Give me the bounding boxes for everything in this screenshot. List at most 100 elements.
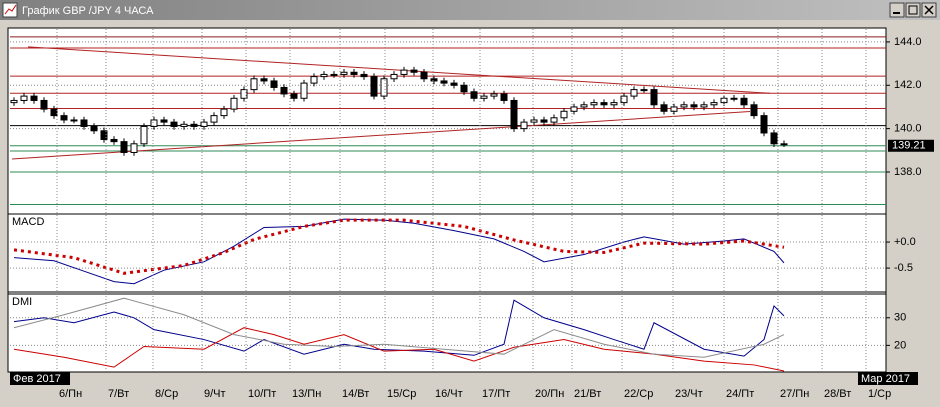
candle-body bbox=[630, 89, 638, 97]
candle-body bbox=[490, 93, 498, 97]
x-tick-label: 21/Вт bbox=[574, 388, 601, 400]
candle-body bbox=[180, 123, 188, 127]
candle-body bbox=[510, 99, 518, 130]
candle-body bbox=[110, 138, 118, 143]
period-box bbox=[858, 372, 918, 385]
candle-body bbox=[740, 97, 748, 106]
x-tick-label: 28/Вт bbox=[824, 388, 851, 400]
candle-body bbox=[290, 93, 298, 99]
y-tick-label: 144.0 bbox=[894, 36, 922, 48]
candle-body bbox=[570, 106, 578, 112]
candle-body bbox=[410, 69, 418, 73]
close-glyph bbox=[924, 5, 934, 15]
candle-body bbox=[70, 119, 78, 122]
candle-body bbox=[260, 78, 268, 82]
candle-body bbox=[80, 119, 88, 127]
title-bar bbox=[0, 0, 940, 20]
indicator-line bbox=[13, 218, 785, 285]
candle-body bbox=[120, 141, 128, 153]
period-label: Мар 2017 bbox=[861, 373, 910, 385]
y-tick-label: 138.0 bbox=[894, 166, 922, 178]
candle-body bbox=[370, 76, 378, 97]
candle-body bbox=[580, 104, 588, 108]
candle-body bbox=[440, 80, 448, 84]
candle-body bbox=[540, 119, 548, 123]
candle-body bbox=[230, 97, 238, 110]
candle-body bbox=[170, 121, 178, 127]
candle-body bbox=[330, 73, 338, 76]
candle-body bbox=[730, 97, 738, 100]
y-tick-label: -0.5 bbox=[894, 262, 913, 274]
x-tick-label: 17/Пт bbox=[482, 388, 510, 400]
candle-body bbox=[270, 80, 278, 88]
panel-label: MACD bbox=[12, 216, 44, 228]
candle-body bbox=[500, 93, 508, 101]
last-price-box bbox=[888, 139, 934, 152]
candle-body bbox=[50, 108, 58, 117]
candle-body bbox=[60, 115, 68, 121]
indicator-line bbox=[13, 218, 785, 275]
candle-body bbox=[600, 102, 608, 106]
candle-body bbox=[150, 119, 158, 127]
candle-body bbox=[690, 104, 698, 108]
candle-body bbox=[770, 132, 778, 145]
x-tick-label: 27/Пн bbox=[780, 388, 809, 400]
candle-body bbox=[430, 78, 438, 82]
candle-body bbox=[320, 73, 328, 78]
x-tick-label: 24/Пт bbox=[726, 388, 754, 400]
candle-body bbox=[780, 143, 788, 146]
candle-body bbox=[340, 71, 348, 75]
y-tick-label: 142.0 bbox=[894, 79, 922, 91]
candle-body bbox=[530, 119, 538, 123]
candle-body bbox=[760, 115, 768, 134]
x-tick-label: 15/Ср bbox=[387, 388, 416, 400]
candle-body bbox=[240, 89, 248, 99]
candle-body bbox=[460, 84, 468, 93]
dmi-panel bbox=[7, 293, 887, 373]
x-tick-label: 9/Чт bbox=[204, 388, 226, 400]
trend-line bbox=[27, 46, 771, 94]
candle-body bbox=[470, 91, 478, 99]
x-tick-label: 8/Ср bbox=[155, 388, 178, 400]
candle-body bbox=[670, 106, 678, 112]
candle-body bbox=[520, 121, 528, 130]
candle-body bbox=[380, 78, 388, 97]
candle-body bbox=[280, 86, 288, 95]
maximize-glyph bbox=[908, 5, 918, 15]
maximize-button[interactable] bbox=[905, 2, 921, 18]
candle-body bbox=[190, 123, 198, 127]
y-tick-label: 20 bbox=[894, 339, 906, 351]
candle-body bbox=[420, 71, 428, 80]
candle-body bbox=[590, 102, 598, 106]
candle-body bbox=[560, 110, 568, 119]
x-tick-label: 1/Ср bbox=[868, 388, 891, 400]
x-tick-label: 13/Пн bbox=[292, 388, 321, 400]
last-price-label: 139.21 bbox=[892, 140, 926, 152]
candle-body bbox=[660, 104, 668, 112]
macd-panel bbox=[7, 213, 887, 293]
candle-body bbox=[40, 99, 48, 110]
candle-body bbox=[350, 71, 358, 75]
x-tick-label: 7/Вт bbox=[108, 388, 129, 400]
x-tick-label: 22/Ср bbox=[624, 388, 653, 400]
candle-body bbox=[250, 78, 258, 91]
candle-body bbox=[100, 130, 108, 140]
candle-body bbox=[160, 119, 168, 123]
candle-body bbox=[680, 104, 688, 108]
window-icon-glyph bbox=[4, 4, 17, 15]
x-tick-label: 23/Чт bbox=[675, 388, 703, 400]
period-box bbox=[10, 372, 70, 385]
candle-body bbox=[140, 125, 148, 145]
candle-body bbox=[90, 125, 98, 132]
panel-label: DMI bbox=[12, 296, 32, 308]
y-tick-label: +0.0 bbox=[894, 236, 916, 248]
candle-body bbox=[550, 117, 558, 123]
candle-body bbox=[30, 95, 38, 101]
candle-body bbox=[700, 104, 708, 108]
minimize-button[interactable] bbox=[889, 2, 905, 18]
y-tick-label: 140.0 bbox=[894, 123, 922, 135]
period-label: Фев 2017 bbox=[13, 373, 61, 385]
x-tick-label: 10/Пт bbox=[248, 388, 276, 400]
